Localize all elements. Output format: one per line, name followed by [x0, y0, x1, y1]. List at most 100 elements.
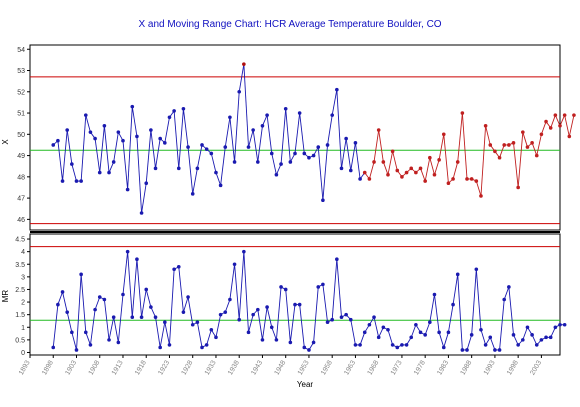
mr-data-point	[251, 312, 255, 317]
x-series-segment	[522, 132, 528, 148]
x-data-point	[65, 128, 69, 132]
x-series-segment	[550, 115, 556, 129]
x-tick-label: 2003	[529, 359, 543, 376]
x-series-segment	[187, 147, 194, 194]
mr-series-segment	[452, 274, 459, 305]
x-data-point	[246, 145, 251, 149]
mr-series-segment	[85, 332, 91, 346]
x-data-point	[572, 113, 576, 117]
x-ytick-label: 50	[17, 132, 25, 139]
mr-series-segment	[336, 259, 342, 318]
x-series-segment	[62, 130, 68, 182]
mr-series-segment	[103, 299, 110, 340]
x-data-point	[441, 132, 446, 137]
mr-series-segment	[271, 327, 277, 341]
x-data-point	[400, 175, 404, 179]
x-series-segment	[531, 142, 538, 156]
x-data-point	[390, 149, 395, 154]
mr-ytick-label: 0	[21, 350, 25, 357]
mr-series-segment	[122, 251, 129, 295]
mr-data-point	[469, 333, 474, 337]
mr-series-segment	[52, 304, 59, 348]
x-tick-label: 1948	[274, 359, 288, 376]
mr-data-point	[455, 272, 460, 277]
x-data-point	[167, 115, 172, 120]
mr-ytick-label: 1.5	[15, 312, 25, 319]
x-data-point	[288, 160, 293, 164]
x-series-segment	[294, 112, 301, 154]
mr-data-point	[163, 320, 167, 325]
x-series-segment	[392, 151, 398, 171]
mr-series-segment	[248, 314, 254, 333]
x-tick-label: 1903	[64, 359, 78, 376]
x-tick-label: 1973	[390, 359, 404, 376]
mr-series-segment	[215, 314, 222, 338]
mr-data-point	[93, 307, 97, 312]
mr-data-point	[321, 282, 325, 287]
mr-data-point	[534, 343, 539, 347]
x-data-point	[381, 160, 386, 164]
x-series-segment	[480, 125, 487, 197]
x-data-point	[93, 136, 97, 141]
mr-data-point	[362, 330, 367, 335]
x-series-segment	[266, 115, 273, 154]
mr-data-point	[418, 330, 423, 335]
mr-data-point	[70, 330, 74, 335]
x-series-segment	[145, 130, 152, 184]
mr-data-point	[474, 267, 479, 272]
x-data-point	[269, 151, 274, 156]
mr-series-segment	[206, 329, 212, 346]
mr-data-point	[107, 338, 111, 342]
x-data-point	[265, 113, 269, 117]
mr-data-point	[283, 287, 288, 292]
x-data-point	[395, 168, 400, 173]
mr-data-point	[521, 338, 525, 342]
x-data-point	[409, 166, 414, 171]
mr-data-point	[60, 290, 65, 294]
x-tick-label: 1918	[134, 359, 148, 376]
x-data-point	[149, 128, 153, 132]
x-series-segment	[317, 147, 324, 201]
mr-data-point	[344, 312, 348, 317]
mr-series-segment	[331, 259, 338, 320]
x-series-segment	[559, 114, 566, 126]
x-data-point	[530, 141, 534, 145]
x-series-segment	[327, 115, 333, 146]
mr-data-point	[539, 338, 544, 342]
x-series-segment	[108, 161, 115, 173]
mr-series-segment	[275, 286, 282, 340]
mr-series-segment	[508, 286, 514, 335]
mr-data-point	[297, 302, 302, 307]
mr-data-point	[544, 335, 548, 340]
x-data-point	[237, 89, 242, 94]
mr-data-point	[83, 330, 88, 335]
x-ytick-label: 49	[17, 153, 25, 160]
x-data-point	[135, 134, 139, 139]
x-tick-label: 1923	[157, 359, 171, 376]
x-tick-label: 1913	[111, 359, 125, 376]
mr-series-segment	[187, 296, 194, 325]
x-tick-label: 1958	[320, 359, 334, 376]
x-data-point	[437, 158, 441, 162]
mr-data-point	[223, 310, 228, 314]
x-series-segment	[99, 125, 105, 173]
mr-series-segment	[164, 322, 170, 346]
mr-data-point	[186, 295, 190, 299]
x-data-point	[51, 143, 56, 147]
x-series-segment	[499, 144, 505, 158]
x-series-segment	[196, 144, 203, 169]
x-data-point	[367, 177, 372, 181]
x-series-segment	[368, 161, 375, 180]
x-data-point	[242, 62, 246, 66]
x-series-segment	[420, 168, 426, 182]
x-tick-label: 1983	[436, 359, 450, 376]
mr-series-segment	[169, 269, 175, 345]
mr-series-segment	[285, 289, 291, 343]
x-data-point	[228, 115, 232, 120]
mr-data-point	[488, 335, 493, 340]
x-series-segment	[257, 125, 263, 163]
x-data-point	[200, 143, 204, 147]
x-data-point	[414, 170, 418, 175]
x-series-segment	[452, 161, 459, 180]
